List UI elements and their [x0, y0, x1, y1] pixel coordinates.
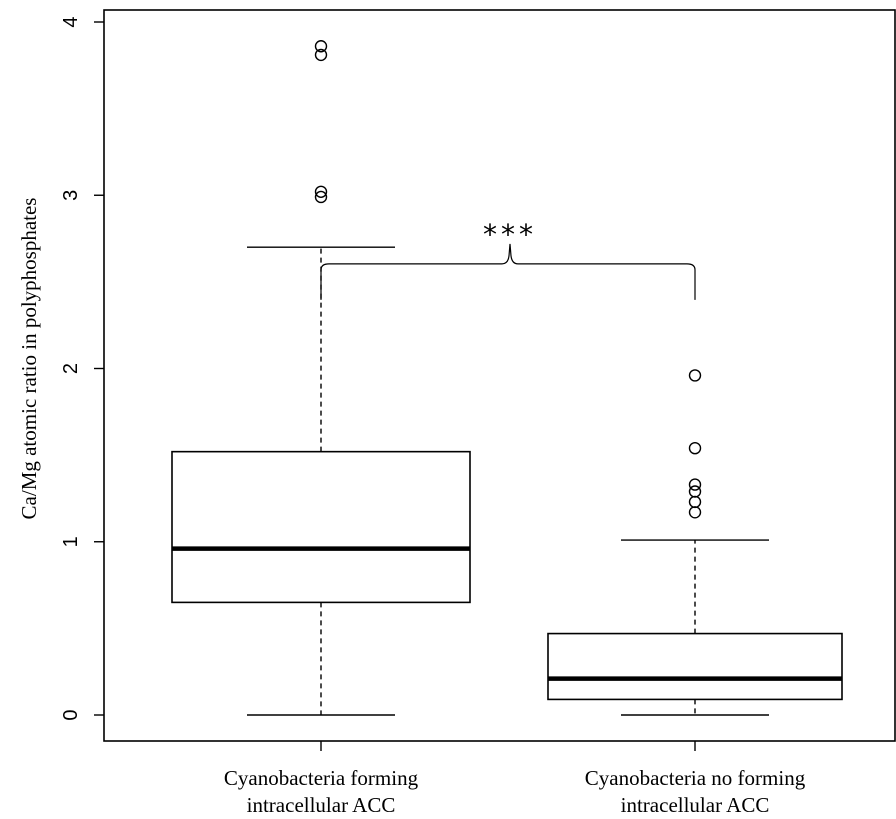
y-tick-label: 3 [60, 190, 82, 201]
y-tick-label: 4 [60, 16, 82, 27]
y-axis-label: Ca/Mg atomic ratio in polyphosphates [17, 198, 41, 520]
outlier-point [688, 441, 702, 455]
iqr-box [547, 632, 843, 701]
outlier-point [314, 48, 328, 62]
outlier-point [688, 495, 702, 509]
iqr-box [171, 450, 471, 604]
outlier-point [314, 190, 328, 204]
x-tick-label-line: Cyanobacteria no forming [585, 766, 806, 790]
significance-bracket [320, 243, 696, 300]
outlier-point [688, 478, 702, 491]
x-tick-label: Cyanobacteria forming intracellular ACC [224, 766, 419, 817]
x-tick-label-line: Cyanobacteria forming [224, 766, 419, 790]
significance-annotation: *** [483, 218, 537, 251]
plot-frame [103, 9, 896, 742]
x-tick-label-line: intracellular ACC [247, 793, 396, 817]
plot-area: 0 1 2 3 4 Ca/Mg atomic ratio in polyphosphate… [17, 9, 896, 817]
y-tick-label: 2 [60, 363, 82, 374]
x-tick-label: Cyanobacteria no forming intracellular AC… [585, 766, 806, 817]
y-tick-label: 0 [60, 709, 82, 720]
y-tick-label: 1 [60, 536, 82, 547]
outlier-point [314, 40, 328, 53]
outlier-point [688, 369, 702, 382]
outlier-point [688, 506, 702, 519]
outlier-point [314, 185, 328, 198]
x-tick-label-line: intracellular ACC [621, 793, 770, 817]
outlier-point [688, 485, 702, 498]
